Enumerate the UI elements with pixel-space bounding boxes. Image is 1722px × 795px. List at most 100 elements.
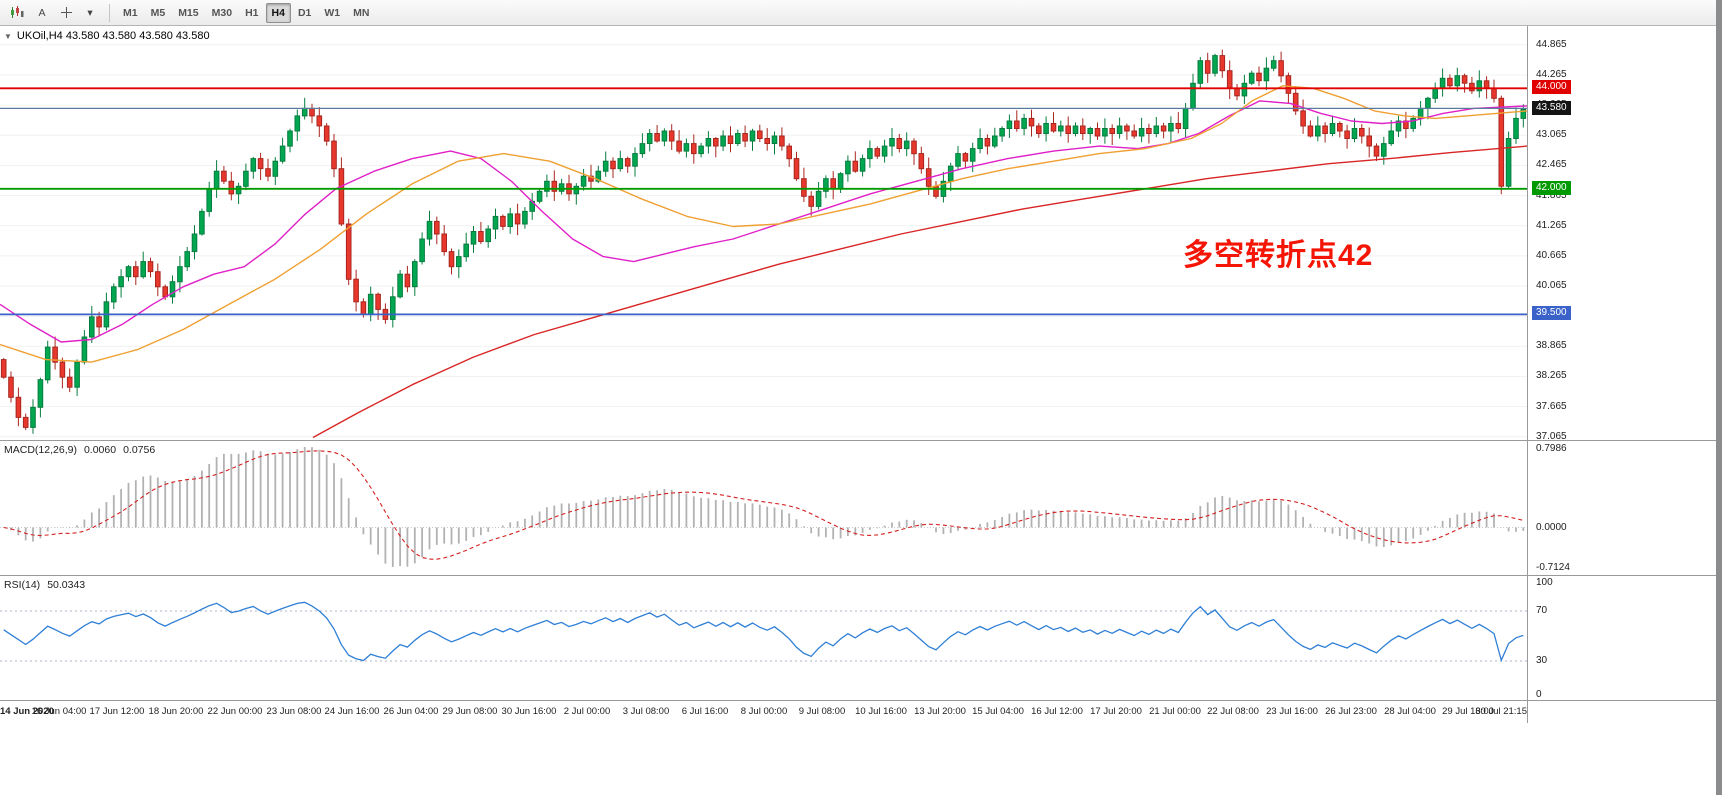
price-axis-label: 37.065 bbox=[1536, 431, 1567, 442]
time-axis-label: 21 Jul 00:00 bbox=[1149, 706, 1201, 717]
time-axis-label: 8 Jul 00:00 bbox=[740, 706, 788, 717]
price-level-badge: 44.000 bbox=[1532, 80, 1571, 94]
timeframe-button-h1[interactable]: H1 bbox=[245, 6, 259, 19]
time-axis-label: 9 Jul 08:00 bbox=[798, 706, 846, 717]
vertical-scrollbar[interactable] bbox=[1716, 0, 1722, 795]
timeframe-group: M1 M5 M15 M30 H1 H4 D1 W1 MN bbox=[117, 2, 375, 23]
rsi-canvas[interactable] bbox=[0, 576, 1527, 700]
price-axis-label: 37.665 bbox=[1536, 401, 1567, 412]
macd-axis[interactable]: 0.7986 0.0000 -0.7124 bbox=[1529, 441, 1715, 575]
rsi-label: RSI(14) bbox=[4, 579, 41, 591]
timeframe-button-mn[interactable]: MN bbox=[353, 6, 370, 19]
price-axis-label: 42.465 bbox=[1536, 159, 1567, 170]
macd-canvas[interactable] bbox=[0, 441, 1527, 575]
time-axis-label: 16 Jun 04:00 bbox=[31, 706, 87, 717]
rsi-axis-label: 0 bbox=[1536, 689, 1542, 700]
macd-value-main: 0.0060 bbox=[83, 444, 117, 456]
toolbar: A ▾ M1 M5 M15 M30 H1 H4 D1 W1 MN bbox=[0, 0, 1722, 26]
time-axis-label: 30 Jun 16:00 bbox=[501, 706, 557, 717]
time-axis-label: 22 Jun 00:00 bbox=[207, 706, 263, 717]
time-axis-label: 23 Jul 16:00 bbox=[1266, 706, 1318, 717]
panel-separator[interactable] bbox=[0, 575, 1722, 576]
time-axis-label: 22 Jul 08:00 bbox=[1207, 706, 1259, 717]
timeframe-button-m15[interactable]: M15 bbox=[178, 6, 199, 19]
timeframe-button-m5[interactable]: M5 bbox=[150, 6, 166, 19]
chevron-down-icon: ▾ bbox=[87, 6, 93, 19]
candlestick-chart-icon bbox=[11, 6, 24, 18]
price-axis-label: 40.665 bbox=[1536, 250, 1567, 261]
time-axis-label: 17 Jul 20:00 bbox=[1090, 706, 1142, 717]
macd-axis-label: -0.7124 bbox=[1536, 562, 1570, 573]
chart-title: UKOil,H4 43.580 43.580 43.580 43.580 bbox=[16, 30, 210, 42]
timeframe-button-m1[interactable]: M1 bbox=[123, 6, 138, 19]
rsi-axis-label: 30 bbox=[1536, 655, 1548, 666]
macd-panel[interactable]: MACD(12,26,9) 0.0060 0.0756 bbox=[0, 441, 1527, 575]
current-price-badge: 43.580 bbox=[1532, 101, 1571, 115]
chart-annotation-text: 多空转折点42 bbox=[1183, 239, 1374, 272]
rsi-line bbox=[3, 601, 1524, 663]
macd-axis-label: 0.0000 bbox=[1536, 522, 1567, 533]
candles-layer bbox=[0, 49, 1527, 434]
time-axis-label: 2 Jul 00:00 bbox=[563, 706, 611, 717]
price-axis-label: 43.065 bbox=[1536, 129, 1567, 140]
chart-title-bar: ▼ UKOil,H4 43.580 43.580 43.580 43.580 bbox=[4, 30, 210, 42]
price-axis[interactable]: 44.86544.26543.66543.06542.46541.86541.2… bbox=[1529, 26, 1715, 442]
time-axis-label: 18 Jun 20:00 bbox=[148, 706, 204, 717]
time-axis-label: 14 Jun 2020 bbox=[0, 706, 54, 717]
time-axis[interactable]: 14 Jun 2020 16 Jun 04:00 17 Jun 12:00 18 Ju… bbox=[0, 701, 1527, 723]
rsi-axis-label: 100 bbox=[1536, 577, 1553, 588]
macd-histogram bbox=[10, 447, 1525, 567]
time-axis-label: 10 Jul 16:00 bbox=[855, 706, 907, 717]
macd-axis-label: 0.7986 bbox=[1536, 443, 1567, 454]
toolbar-separator bbox=[109, 3, 110, 22]
rsi-header: RSI(14) 50.0343 bbox=[4, 579, 85, 591]
time-axis-label: 13 Jul 20:00 bbox=[914, 706, 966, 717]
timeframe-button-m30[interactable]: M30 bbox=[211, 6, 233, 19]
rsi-axis[interactable]: 100 70 30 0 bbox=[1529, 576, 1715, 700]
price-axis-label: 40.065 bbox=[1536, 280, 1567, 291]
macd-value-signal: 0.0756 bbox=[123, 444, 156, 456]
price-level-badge: 39.500 bbox=[1532, 306, 1571, 320]
macd-label: MACD(12,26,9) bbox=[4, 444, 77, 456]
time-axis-label: 15 Jul 04:00 bbox=[972, 706, 1024, 717]
timeframe-button-w1[interactable]: W1 bbox=[324, 6, 341, 19]
price-axis-label: 44.865 bbox=[1536, 39, 1567, 50]
panel-separator[interactable] bbox=[0, 440, 1722, 441]
panel-separator bbox=[0, 700, 1722, 701]
price-axis-label: 38.265 bbox=[1536, 370, 1567, 381]
price-chart-canvas[interactable] bbox=[0, 26, 1527, 440]
price-axis-label: 38.865 bbox=[1536, 340, 1567, 351]
rsi-value: 50.0343 bbox=[47, 579, 86, 591]
ma-line-mid-orange bbox=[0, 85, 1527, 363]
time-axis-label: 28 Jul 04:00 bbox=[1384, 706, 1436, 717]
timeframe-button-h4[interactable]: H4 bbox=[265, 2, 291, 23]
time-axis-label: 26 Jun 04:00 bbox=[383, 706, 439, 717]
drawing-tools-dropdown[interactable]: ▾ bbox=[78, 3, 102, 23]
main-chart-panel[interactable]: ▼ UKOil,H4 43.580 43.580 43.580 43.580 多… bbox=[0, 26, 1527, 440]
price-axis-label: 44.265 bbox=[1536, 69, 1567, 80]
grid-layer bbox=[0, 44, 1527, 438]
rsi-axis-label: 70 bbox=[1536, 605, 1548, 616]
time-axis-label: 29 Jun 08:00 bbox=[442, 706, 498, 717]
ma-line-slow-red bbox=[312, 145, 1527, 439]
price-axis-label: 41.865 bbox=[1536, 190, 1567, 201]
moving-averages-layer bbox=[0, 85, 1527, 439]
crosshair-icon bbox=[60, 7, 72, 18]
text-tool-button[interactable]: A bbox=[38, 6, 46, 19]
collapse-arrow-icon[interactable]: ▼ bbox=[4, 31, 12, 41]
rsi-panel[interactable]: RSI(14) 50.0343 bbox=[0, 576, 1527, 700]
time-axis-label: 24 Jun 16:00 bbox=[324, 706, 380, 717]
time-axis-label: 3 Jul 08:00 bbox=[622, 706, 670, 717]
axis-border bbox=[1527, 26, 1528, 723]
time-axis-label: 16 Jul 12:00 bbox=[1031, 706, 1083, 717]
macd-signal-line bbox=[3, 450, 1524, 560]
timeframe-button-d1[interactable]: D1 bbox=[297, 6, 312, 19]
time-axis-label: 29 Jul 16:00 bbox=[1442, 706, 1494, 717]
bottom-empty-area bbox=[0, 723, 1722, 795]
crosshair-tool-button[interactable] bbox=[54, 3, 78, 23]
price-level-badge: 42.000 bbox=[1532, 181, 1571, 195]
chart-type-button[interactable] bbox=[4, 3, 30, 23]
time-axis-label: 23 Jun 08:00 bbox=[266, 706, 322, 717]
macd-header: MACD(12,26,9) 0.0060 0.0756 bbox=[4, 444, 155, 456]
